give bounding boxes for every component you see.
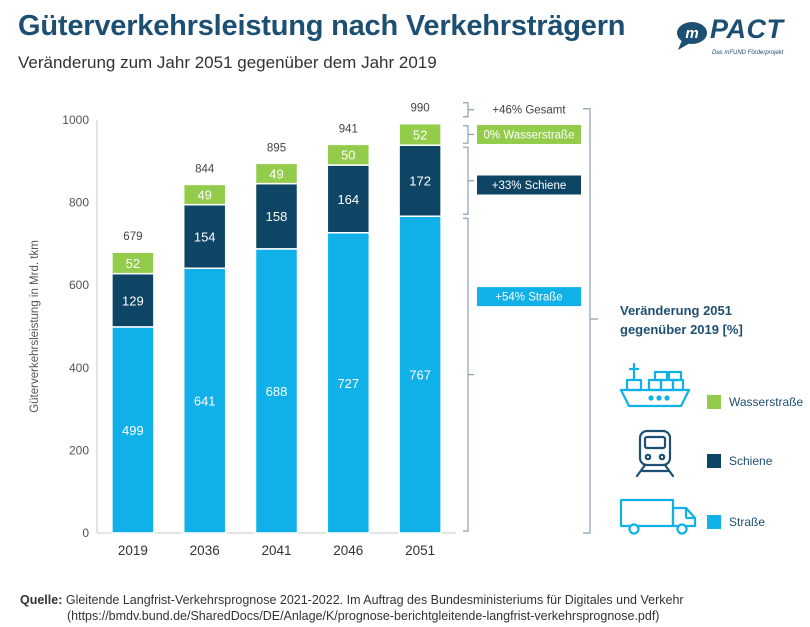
bar-segment	[326, 231, 371, 534]
bracket-strasse	[463, 217, 469, 532]
bar-segment	[254, 248, 299, 534]
bar-value-label: 158	[266, 209, 288, 224]
bar-segment	[182, 203, 227, 270]
stacked-bar-chart: 0 200 400 600 800 1000 Güterverkehrsleistung i…	[29, 102, 598, 558]
logo-prefix: m	[685, 25, 698, 42]
bar-value-label: 52	[413, 127, 427, 142]
bar-segment	[398, 215, 442, 534]
bar-total-label: 844	[195, 163, 215, 175]
legend-item-strasse: Straße	[707, 515, 765, 529]
legend-title-line1: Veränderung 2051	[620, 303, 732, 318]
bracket-wasserstrasse	[463, 125, 469, 144]
truck-icon	[619, 498, 697, 535]
y-tick-label: 800	[69, 196, 89, 210]
bar-segment	[326, 143, 371, 166]
y-tick-label: 400	[69, 361, 89, 375]
bar-value-label: 52	[126, 256, 140, 271]
bar-segment	[254, 182, 299, 250]
y-tick-label: 600	[69, 278, 89, 292]
legend-swatch	[707, 395, 721, 409]
train-icon	[635, 429, 675, 478]
bar-value-label: 172	[409, 174, 431, 189]
annotation-label: +46% Gesamt	[492, 105, 566, 117]
legend-label: Schiene	[729, 454, 773, 468]
page-subtitle: Veränderung zum Jahr 2051 gegenüber dem …	[18, 53, 437, 72]
y-axis-label: Güterverkehrsleistung in Mrd. tkm	[29, 240, 41, 413]
legend-label: Straße	[729, 515, 766, 529]
bar-total-label: 895	[267, 142, 286, 154]
legend-title-line2: gegenüber 2019 [%]	[620, 322, 743, 337]
y-tick-label: 200	[69, 443, 89, 457]
legend-item-wasserstrasse: Wasserstraße	[707, 395, 803, 409]
bar-value-label: 641	[194, 394, 216, 409]
bar-segment	[398, 122, 442, 146]
impact-logo: m PACT Das mFUND Förderprojekt	[672, 10, 802, 64]
bracket-gesamt	[463, 102, 469, 118]
bar-value-label: 727	[337, 376, 359, 391]
logo-text: PACT	[710, 14, 784, 44]
page-title: Güterverkehrsleistung nach Verkehrsträge…	[18, 10, 626, 42]
annotation-label: +33% Schiene	[492, 180, 567, 192]
legend-swatch	[707, 515, 721, 529]
bracket-overall	[583, 108, 591, 534]
bar-total-label: 941	[339, 123, 358, 135]
logo-speech-bubble-icon: m	[677, 22, 707, 50]
annotation-box	[477, 287, 581, 307]
bar-value-label: 499	[122, 423, 144, 438]
bar-value-label: 129	[122, 293, 144, 308]
bar-value-label: 49	[269, 166, 283, 181]
annotation-label: 0% Wasserstraße	[484, 129, 575, 141]
ship-icon	[619, 362, 691, 408]
annotation-label: +54% Straße	[495, 292, 562, 304]
bar-value-label: 50	[341, 148, 355, 163]
bar-total-label: 990	[411, 103, 430, 115]
source-text: Gleitende Langfrist-Verkehrsprognose 202…	[65, 593, 684, 607]
legend-item-schiene: Schiene	[707, 454, 772, 468]
bar-value-label: 164	[337, 192, 359, 207]
bracket-schiene	[463, 146, 469, 215]
x-tick-label: 2036	[190, 543, 220, 558]
bar-value-label: 49	[197, 188, 211, 203]
bar-segment	[326, 164, 371, 234]
bar-segment	[111, 326, 155, 534]
logo-tagline: Das mFUND Förderprojekt	[712, 50, 784, 56]
y-tick-label: 1000	[62, 113, 89, 127]
y-tick-label: 0	[82, 526, 89, 540]
source-url: (https://bmdv.bund.de/SharedDocs/DE/Anla…	[67, 609, 660, 623]
x-tick-label: 2041	[261, 543, 291, 558]
bar-segment	[182, 183, 227, 206]
bar-segment	[254, 162, 299, 185]
legend-label: Wasserstraße	[729, 395, 804, 409]
source-label: Quelle:	[20, 593, 63, 607]
legend-title: Veränderung 2051 gegenüber 2019 [%]	[620, 301, 743, 339]
source-note: Quelle: Gleitende Langfrist-Verkehrsprog…	[20, 592, 684, 624]
bar-value-label: 154	[194, 229, 216, 244]
bar-segment	[398, 144, 442, 217]
bar-value-label: 688	[266, 384, 288, 399]
bar-total-label: 679	[123, 231, 142, 243]
x-tick-label: 2046	[333, 543, 363, 558]
x-tick-label: 2051	[405, 543, 435, 558]
annotation-box	[477, 124, 581, 144]
legend-swatch	[707, 454, 721, 468]
bar-value-label: 767	[409, 368, 431, 383]
x-tick-label: 2019	[118, 543, 148, 558]
bar-segment	[111, 251, 155, 275]
annotation-box	[477, 175, 581, 195]
